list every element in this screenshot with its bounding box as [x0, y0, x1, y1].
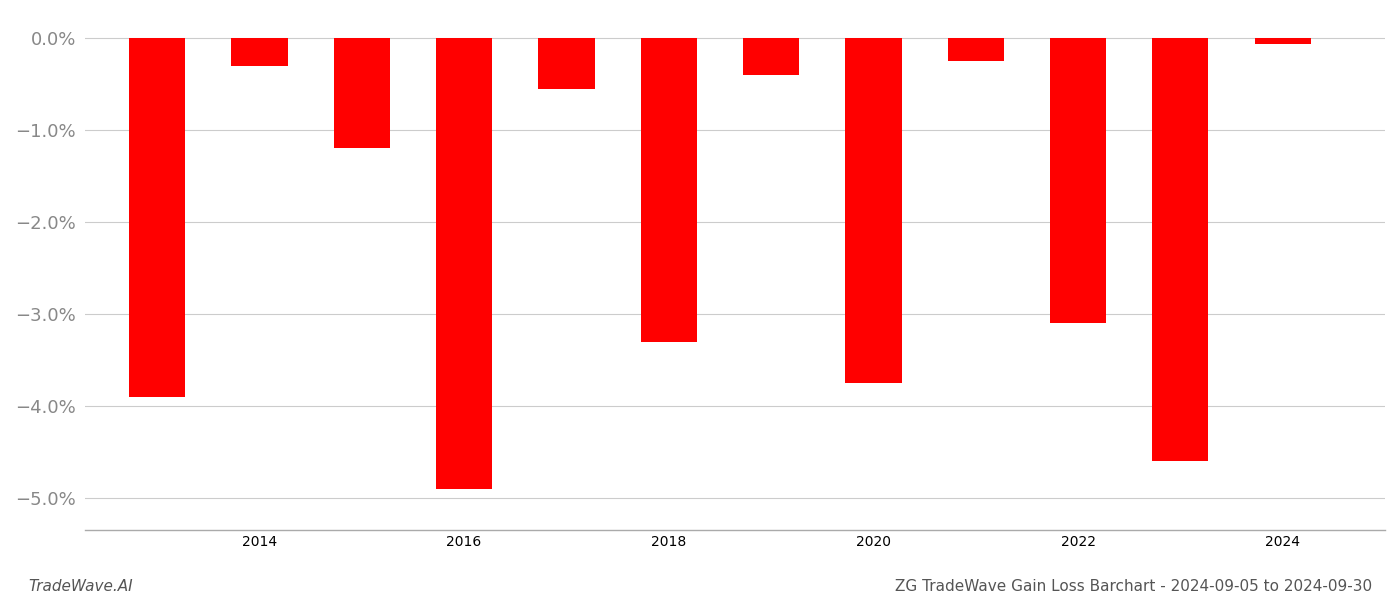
Bar [538, 38, 595, 89]
Bar [1152, 38, 1208, 461]
Bar [846, 38, 902, 383]
Bar [743, 38, 799, 75]
Bar [948, 38, 1004, 61]
Bar [435, 38, 493, 489]
Text: TradeWave.AI: TradeWave.AI [28, 579, 133, 594]
Text: ZG TradeWave Gain Loss Barchart - 2024-09-05 to 2024-09-30: ZG TradeWave Gain Loss Barchart - 2024-0… [895, 579, 1372, 594]
Bar [641, 38, 697, 341]
Bar [1254, 38, 1310, 44]
Bar [129, 38, 185, 397]
Bar [231, 38, 287, 65]
Bar [1050, 38, 1106, 323]
Bar [333, 38, 389, 148]
